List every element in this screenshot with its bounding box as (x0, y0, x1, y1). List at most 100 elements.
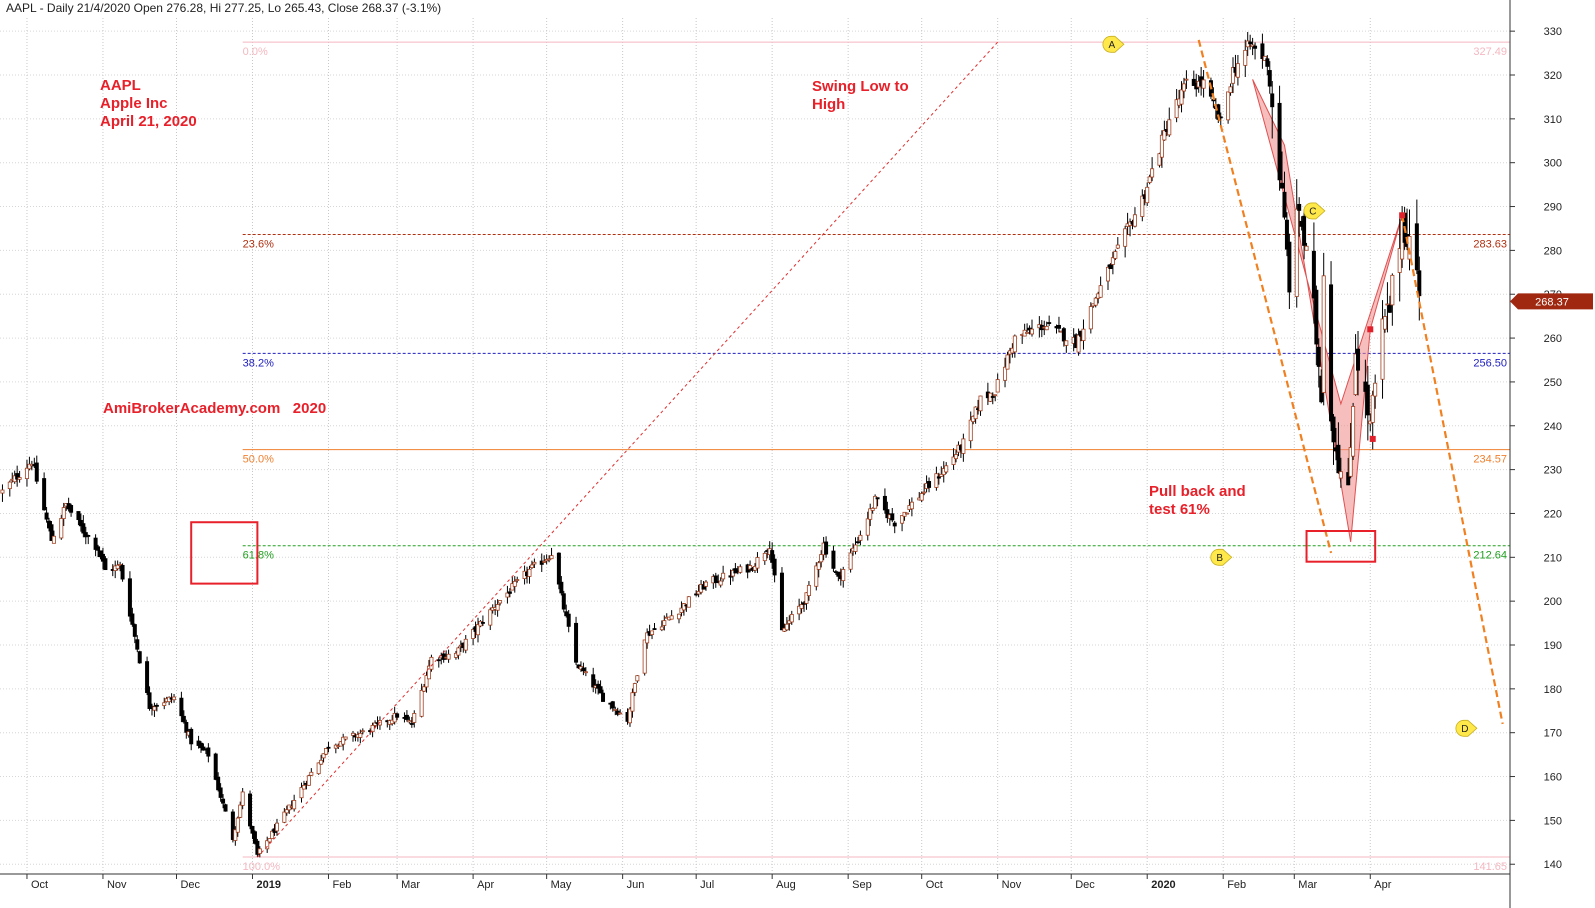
candle-up (324, 748, 329, 755)
x-tick-label: 2020 (1151, 879, 1175, 891)
candle-down (223, 804, 228, 812)
candle-up (841, 569, 846, 582)
harmonic-pattern-shape (1252, 79, 1403, 543)
candle-down (69, 505, 74, 513)
x-tick-label: Jul (700, 879, 714, 891)
highlight-box (190, 521, 259, 585)
candle-up (1294, 208, 1299, 297)
y-tick-label: 290 (1544, 202, 1562, 214)
candle-up (429, 656, 434, 670)
candle-up (1235, 63, 1240, 78)
candle-down (44, 512, 49, 520)
fib-level-percent: 100.0% (243, 861, 281, 873)
candle-up (1003, 366, 1008, 381)
candle-up (762, 552, 767, 562)
x-tick-label: Oct (926, 879, 943, 891)
candle-up (804, 592, 809, 604)
candle-up (679, 607, 684, 613)
wave-label-badge (1210, 548, 1233, 566)
candle-down (103, 558, 108, 571)
candle-up (954, 454, 959, 460)
candle-up (1321, 275, 1326, 393)
projection-overlay: A B C D (190, 35, 1504, 858)
candle-down (78, 519, 83, 527)
candle-down (135, 639, 140, 650)
candle-up (951, 456, 956, 465)
candle-up (865, 518, 870, 536)
candle-up (1181, 83, 1186, 92)
candle-up (527, 568, 532, 577)
candle-up (819, 554, 824, 563)
candle-up (505, 592, 510, 598)
candle-down (1270, 93, 1275, 108)
y-tick-label: 140 (1544, 859, 1562, 871)
candle-up (995, 379, 1000, 393)
candle-up (309, 771, 314, 776)
candle-up (498, 600, 503, 604)
last-price-label: 268.37 (1535, 296, 1569, 308)
candle-down (1277, 102, 1282, 181)
candle-up (677, 613, 682, 620)
candle-down (1365, 384, 1370, 416)
candle-down (1265, 58, 1270, 67)
candle-up (1162, 130, 1167, 141)
candle-up (488, 609, 493, 626)
candle-up (1390, 274, 1395, 306)
candle-up (529, 564, 534, 569)
candle-down (574, 622, 579, 663)
candle-up (1145, 186, 1150, 204)
y-tick-label: 160 (1544, 772, 1562, 784)
candle-up (301, 784, 306, 790)
candle-up (1132, 214, 1137, 227)
candle-up (152, 706, 157, 711)
candle-up (426, 665, 431, 680)
candle-up (1231, 67, 1236, 84)
candle-up (1370, 394, 1375, 423)
candle-up (422, 686, 427, 692)
candle-up (1012, 335, 1017, 353)
wave-label-b: B (1216, 553, 1223, 564)
candle-down (831, 550, 836, 569)
x-tick-label: Feb (332, 879, 351, 891)
candle-up (7, 481, 12, 490)
candle-up (1093, 297, 1098, 306)
candle-down (1191, 78, 1196, 86)
candle-down (892, 522, 897, 527)
candle-down (1331, 416, 1336, 443)
candle-up (24, 467, 29, 480)
candle-down (127, 578, 132, 617)
candle-down (591, 674, 596, 688)
candle-up (532, 561, 537, 565)
candle-up (816, 562, 821, 570)
candle-up (358, 732, 363, 738)
candle-down (566, 613, 571, 627)
candle-down (179, 697, 184, 717)
y-tick-label: 240 (1544, 421, 1562, 433)
candle-up (1380, 318, 1385, 380)
candle-up (1159, 134, 1164, 158)
fib-level-value: 212.64 (1473, 550, 1507, 562)
pullback-annotation-line-1: Pull back and (1149, 483, 1246, 500)
candle-down (120, 564, 125, 580)
candle-up (1382, 316, 1387, 330)
fibonacci-levels: 0.0% 327.49 23.6% 283.63 38.2% 256.50 50.0% 234… (242, 41, 1510, 873)
candle-up (870, 507, 875, 511)
candle-down (882, 495, 887, 511)
x-tick-label: Apr (1374, 879, 1391, 891)
candle-up (238, 804, 243, 818)
candle-up (515, 579, 520, 581)
fib-level-value: 327.49 (1473, 46, 1507, 58)
wave-label-badge (1102, 35, 1125, 53)
candle-up (1025, 332, 1030, 334)
candle-down (610, 701, 615, 709)
candle-up (1174, 99, 1179, 119)
candle-up (284, 809, 289, 814)
candle-up (1140, 195, 1145, 217)
x-tick-label: May (551, 879, 572, 891)
candle-down (556, 552, 561, 585)
x-tick-label: 2019 (256, 879, 280, 891)
last-price-tag (1510, 293, 1593, 310)
candle-up (681, 603, 686, 611)
y-tick-label: 170 (1544, 728, 1562, 740)
